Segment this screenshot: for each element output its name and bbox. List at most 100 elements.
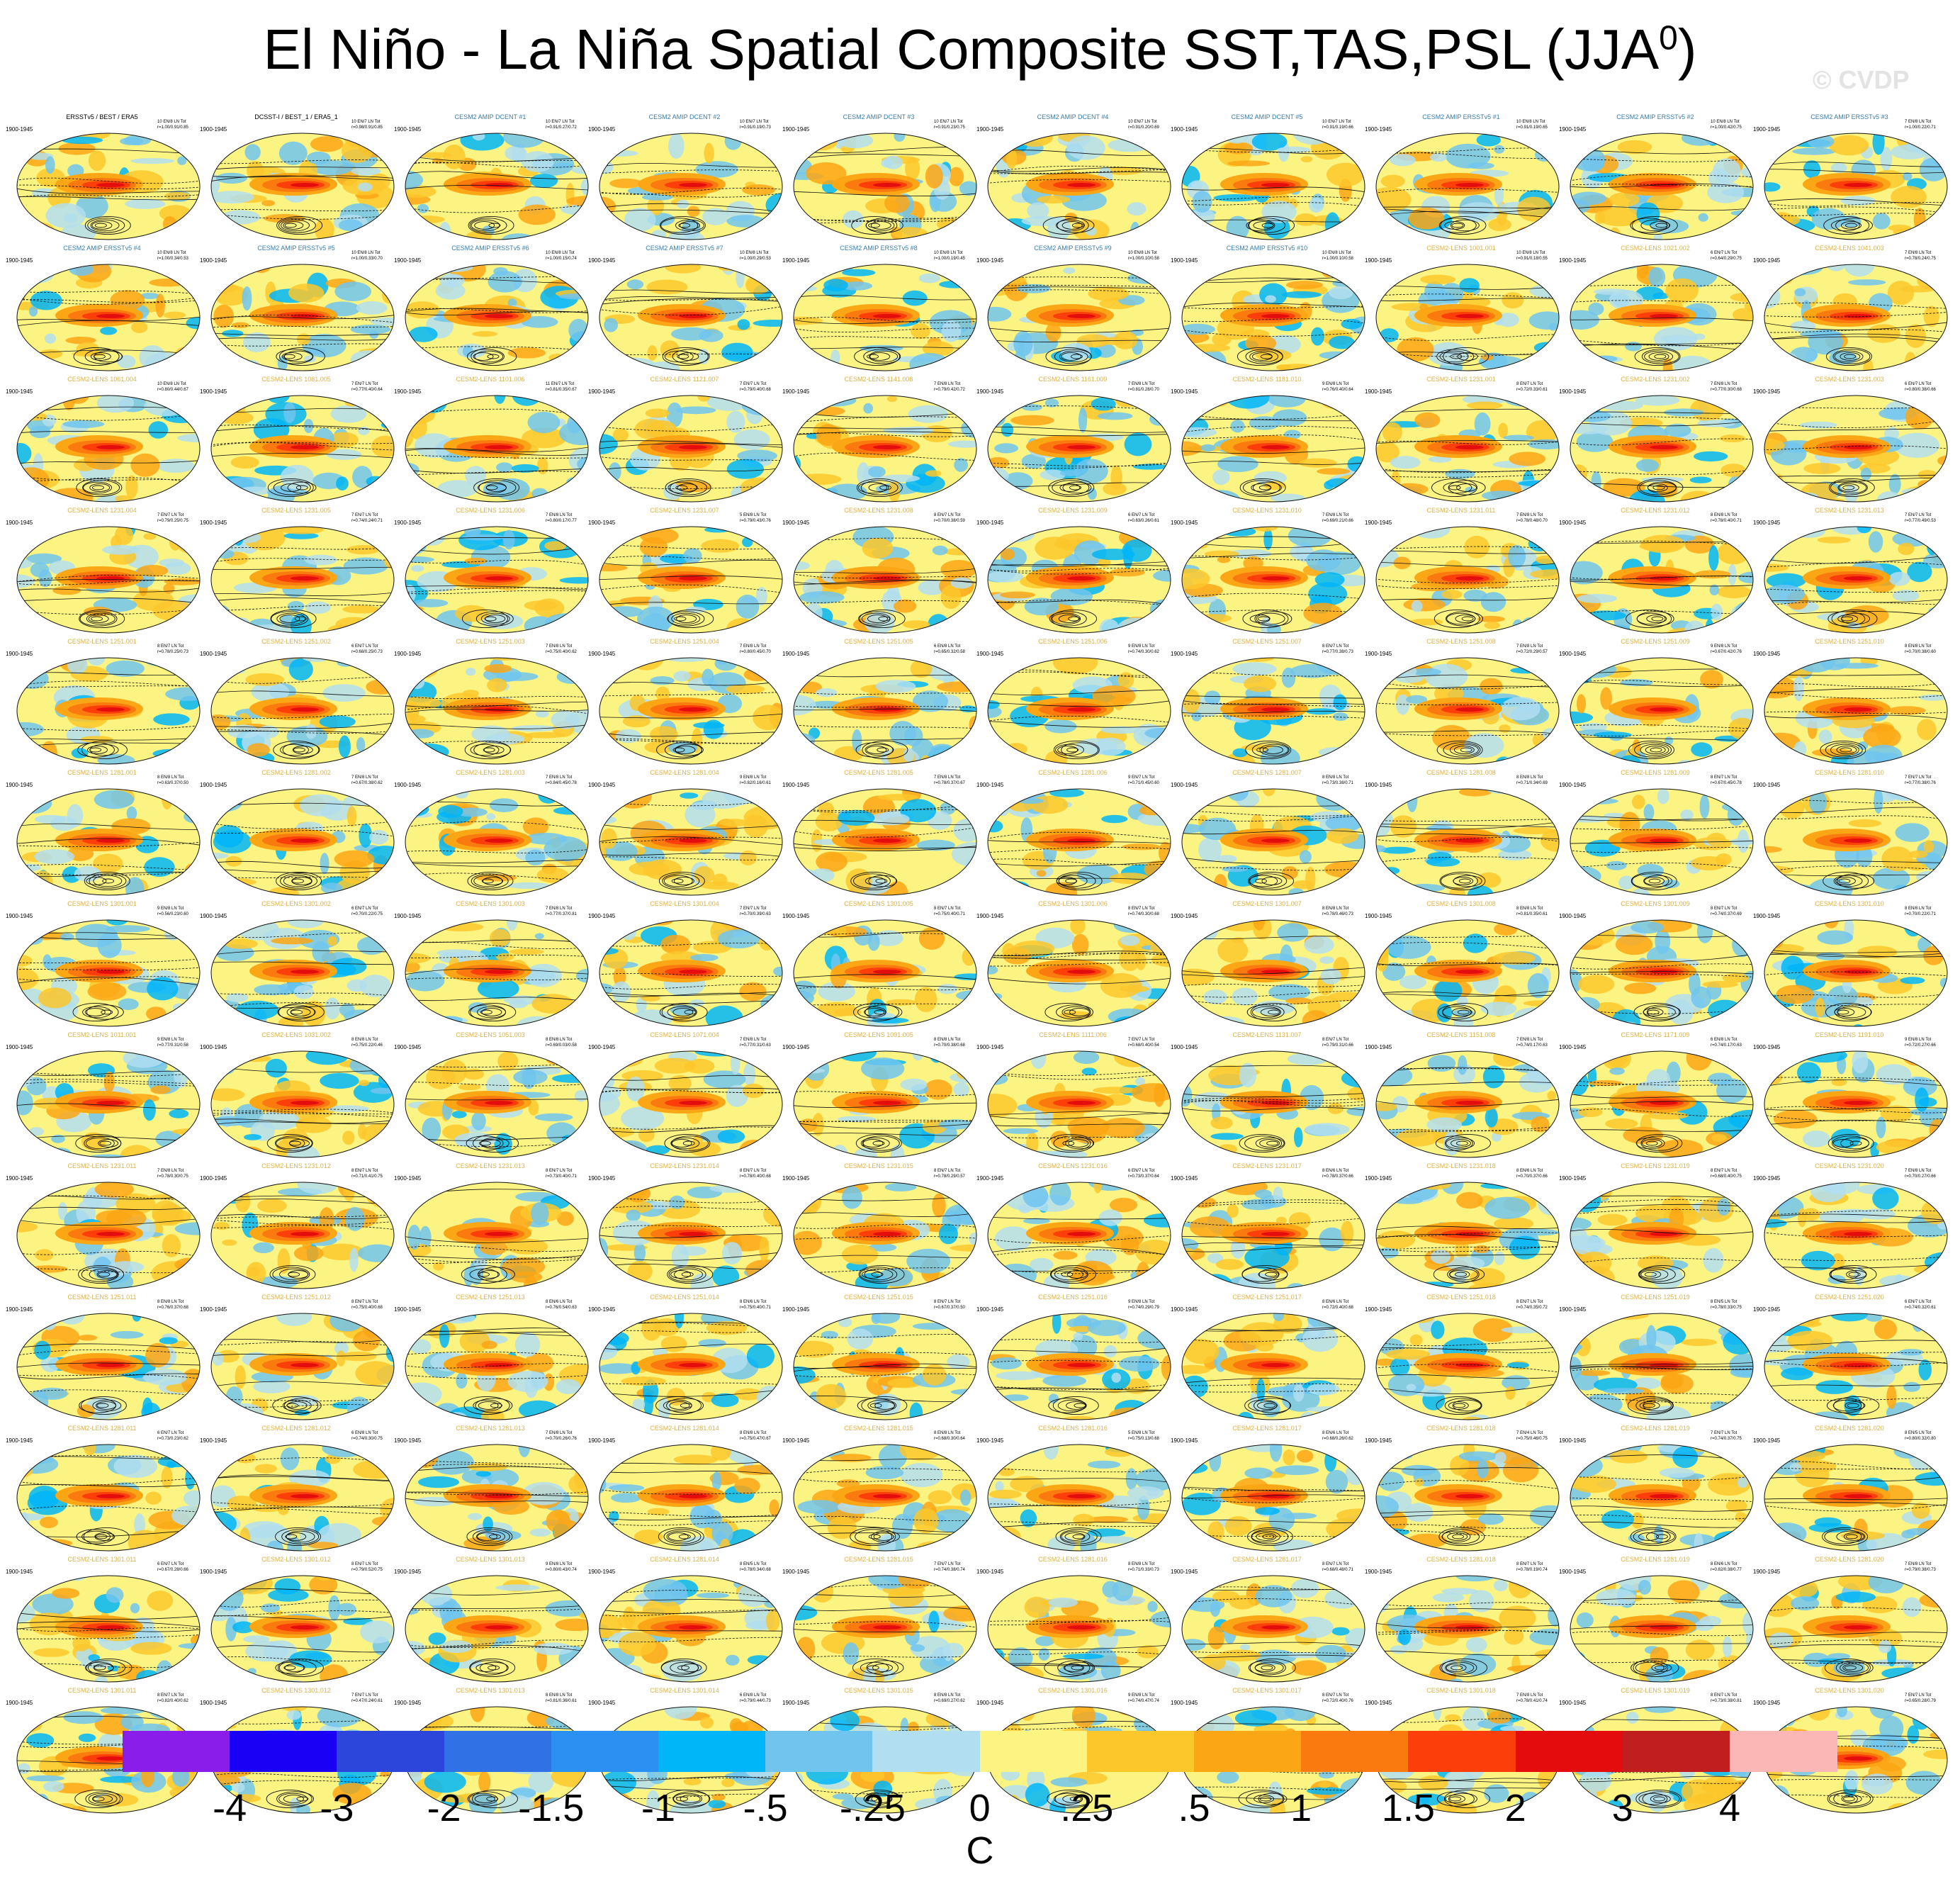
composite-map: [16, 526, 201, 634]
panel-years: 1900-1945: [394, 782, 422, 788]
panel-stats: 8 EN/7 LN Tot r=0.70/0.38/0.59: [934, 512, 965, 524]
panel-stat-line: r=0.74/0.47/0.74: [1128, 1699, 1159, 1703]
panel-title: CESM2 AMIP ERSSTv5 #9: [1034, 245, 1112, 252]
panel-years: 1900-1945: [200, 1306, 227, 1313]
panel-stats: 8 EN/8 LN Tot r=0.70/0.38/0.68: [934, 1037, 965, 1048]
panel-stat-line: 8 EN/7 LN Tot: [934, 1169, 961, 1173]
panel-stat-line: r=0.67/0.28/0.66: [157, 1568, 188, 1572]
panel-stats: 10 EN/8 LN Tot r=0.91/0.19/0.65: [1516, 119, 1548, 130]
panel-years: 1900-1945: [1559, 1437, 1587, 1444]
composite-map: [987, 133, 1171, 240]
panel-stat-line: 7 EN/4 LN Tot: [1516, 1431, 1543, 1435]
panel-years: 1900-1945: [976, 1175, 1004, 1182]
panel-title: CESM2 AMIP ERSSTv5 #8: [840, 245, 918, 252]
panel-stats: 8 EN/7 LN Tot r=0.77/0.38/0.73: [1322, 644, 1353, 655]
panel-stats: 9 EN/8 LN Tot r=0.82/0.16/0.61: [740, 775, 771, 786]
panel-years: 1900-1945: [6, 913, 33, 919]
composite-map: [1181, 395, 1365, 503]
map-panel: CESM2-LENS 1251.019 1900-1945 8 EN/5 LN To…: [1559, 1294, 1754, 1421]
panel-stat-line: r=0.47/0.24/0.61: [351, 1699, 383, 1703]
panel-stat-line: 8 EN/7 LN Tot: [1711, 775, 1737, 780]
composite-map: [793, 1050, 977, 1158]
panel-stat-line: r=0.75/0.22/0.46: [351, 1043, 383, 1048]
map-panel: CESM2-LENS 1191.010 1900-1945 9 EN/8 LN To…: [1753, 1031, 1948, 1159]
map-panel: CESM2-LENS 1301.002 1900-1945 6 EN/7 LN To…: [200, 900, 395, 1028]
map-panel: CESM2-LENS 1251.013 1900-1945 8 EN/6 LN To…: [394, 1294, 589, 1421]
panel-stat-line: 9 EN/8 LN Tot: [157, 1038, 184, 1042]
panel-title: CESM2-LENS 1231.014: [650, 1162, 719, 1169]
panel-stats: 7 EN/7 LN Tot r=0.65/0.28/0.79: [1905, 1693, 1936, 1704]
panel-stat-line: 8 EN/8 LN Tot: [934, 1038, 961, 1042]
panel-years: 1900-1945: [782, 1700, 810, 1706]
panel-title: CESM2-LENS 1301.016: [1038, 1687, 1108, 1694]
map-panel: CESM2-LENS 1231.015 1900-1945 8 EN/7 LN To…: [782, 1162, 977, 1290]
panel-title: CESM2 AMIP DCENT #1: [454, 113, 526, 120]
map-panel: CESM2-LENS 1281.007 1900-1945 8 EN/8 LN To…: [1171, 769, 1365, 897]
panel-years: 1900-1945: [1171, 1175, 1198, 1182]
panel-stat-line: r=0.68/0.26/0.62: [1322, 1437, 1353, 1441]
panel-stat-line: 8 EN/7 LN Tot: [351, 1300, 378, 1304]
panel-stats: 8 EN/7 LN Tot r=0.68/0.40/0.75: [1711, 1168, 1742, 1179]
panel-title: CESM2-LENS 1251.004: [650, 638, 719, 645]
map-panel: CESM2-LENS 1281.004 1900-1945 9 EN/8 LN To…: [588, 769, 783, 897]
panel-stats: 10 EN/8 LN Tot r=0.80/0.44/0.67: [157, 381, 188, 393]
panel-title: CESM2-LENS 1251.017: [1232, 1294, 1302, 1301]
panel-stats: 10 EN/7 LN Tot r=0.98/0.91/0.85: [351, 119, 383, 130]
composite-map: [987, 788, 1171, 896]
panel-years: 1900-1945: [6, 1044, 33, 1050]
panel-stat-line: r=0.70/0.39/0.63: [740, 912, 771, 916]
panel-stat-line: r=0.76/0.37/0.68: [157, 1306, 188, 1310]
panel-stats: 9 EN/8 LN Tot r=0.72/0.27/0.66: [1905, 1037, 1936, 1048]
cvdp-watermark: © CVDP: [1813, 65, 1910, 94]
panel-stat-line: r=0.80/0.17/0.77: [546, 519, 577, 523]
panel-stat-line: r=0.68/0.48/0.71: [1322, 1568, 1353, 1572]
panel-years: 1900-1945: [588, 651, 616, 657]
panel-years: 1900-1945: [6, 520, 33, 526]
panel-stat-line: r=1.00/0.10/0.58: [1322, 257, 1353, 261]
panel-stat-line: r=0.79/0.52/0.75: [351, 1568, 383, 1572]
map-panel: CESM2-LENS 1281.014 1900-1945 8 EN/5 LN To…: [588, 1556, 783, 1683]
panel-stats: 8 EN/7 LN Tot r=0.74/0.37/0.69: [1711, 906, 1742, 917]
colorbar-swatch: [979, 1731, 1088, 1772]
composite-map: [1375, 919, 1560, 1027]
map-panel: CESM2-LENS 1281.016 1900-1945 8 EN/8 LN To…: [976, 1556, 1171, 1683]
panel-title: CESM2-LENS 1081.005: [261, 376, 331, 383]
composite-map: [987, 919, 1171, 1027]
composite-map: [1375, 395, 1560, 503]
panel-title: CESM2-LENS 1301.002: [261, 900, 331, 907]
panel-years: 1900-1945: [976, 1044, 1004, 1050]
panel-stat-line: 10 EN/8 LN Tot: [1711, 120, 1740, 124]
panel-years: 1900-1945: [588, 1175, 616, 1182]
panel-stats: 10 EN/7 LN Tot r=0.91/0.19/0.66: [1322, 119, 1353, 130]
panel-stat-line: r=0.74/0.35/0.72: [1516, 1306, 1548, 1310]
panel-stat-line: 8 EN/7 LN Tot: [1516, 1562, 1543, 1566]
panel-stat-line: 8 EN/7 LN Tot: [934, 513, 961, 517]
map-panel: DCSST-I / BEST_1 / ERA5_1 1900-1945 10 EN/…: [200, 113, 395, 241]
panel-years: 1900-1945: [1753, 1569, 1781, 1575]
panel-title: CESM2-LENS 1281.014: [650, 1425, 719, 1432]
panel-title: CESM2-LENS 1251.001: [67, 638, 137, 645]
composite-map: [1764, 1050, 1948, 1158]
panel-stat-line: r=0.72/0.40/0.68: [1322, 1306, 1353, 1310]
panel-years: 1900-1945: [588, 1437, 616, 1444]
panel-stat-line: 7 EN/7 LN Tot: [934, 1562, 961, 1566]
composite-map: [405, 526, 589, 634]
panel-stats: 6 EN/7 LN Tot r=0.80/0.38/0.66: [1905, 381, 1936, 393]
panel-stat-line: r=0.77/0.49/0.53: [1905, 519, 1936, 523]
panel-title: CESM2-LENS 1281.016: [1038, 1425, 1108, 1432]
panel-title: CESM2-LENS 1231.019: [1621, 1162, 1690, 1169]
map-panel: CESM2-LENS 1301.011 1900-1945 6 EN/7 LN To…: [6, 1556, 201, 1683]
panel-stat-line: 7 EN/7 LN Tot: [1711, 1431, 1737, 1435]
panel-title: CESM2-LENS 1231.010: [1232, 507, 1302, 514]
panel-title: CESM2 AMIP DCENT #5: [1231, 113, 1303, 120]
panel-stats: 7 EN/8 LN Tot r=0.67/0.38/0.62: [351, 775, 383, 786]
colorbar-tick-label: -1.5: [518, 1787, 585, 1829]
composite-map: [599, 1050, 783, 1158]
panel-stat-line: r=0.75/0.40/0.71: [740, 1306, 771, 1310]
panel-stat-line: 6 EN/7 LN Tot: [1128, 513, 1155, 517]
panel-stats: 7 EN/8 LN Tot r=0.80/0.45/0.70: [740, 644, 771, 655]
map-panel: CESM2-LENS 1181.010 1900-1945 9 EN/8 LN To…: [1171, 376, 1365, 503]
panel-stats: 7 EN/7 LN Tot r=0.68/0.40/0.54: [1128, 1037, 1159, 1048]
panel-years: 1900-1945: [1753, 257, 1781, 264]
map-panel: CESM2-LENS 1251.018 1900-1945 8 EN/7 LN To…: [1365, 1294, 1560, 1421]
